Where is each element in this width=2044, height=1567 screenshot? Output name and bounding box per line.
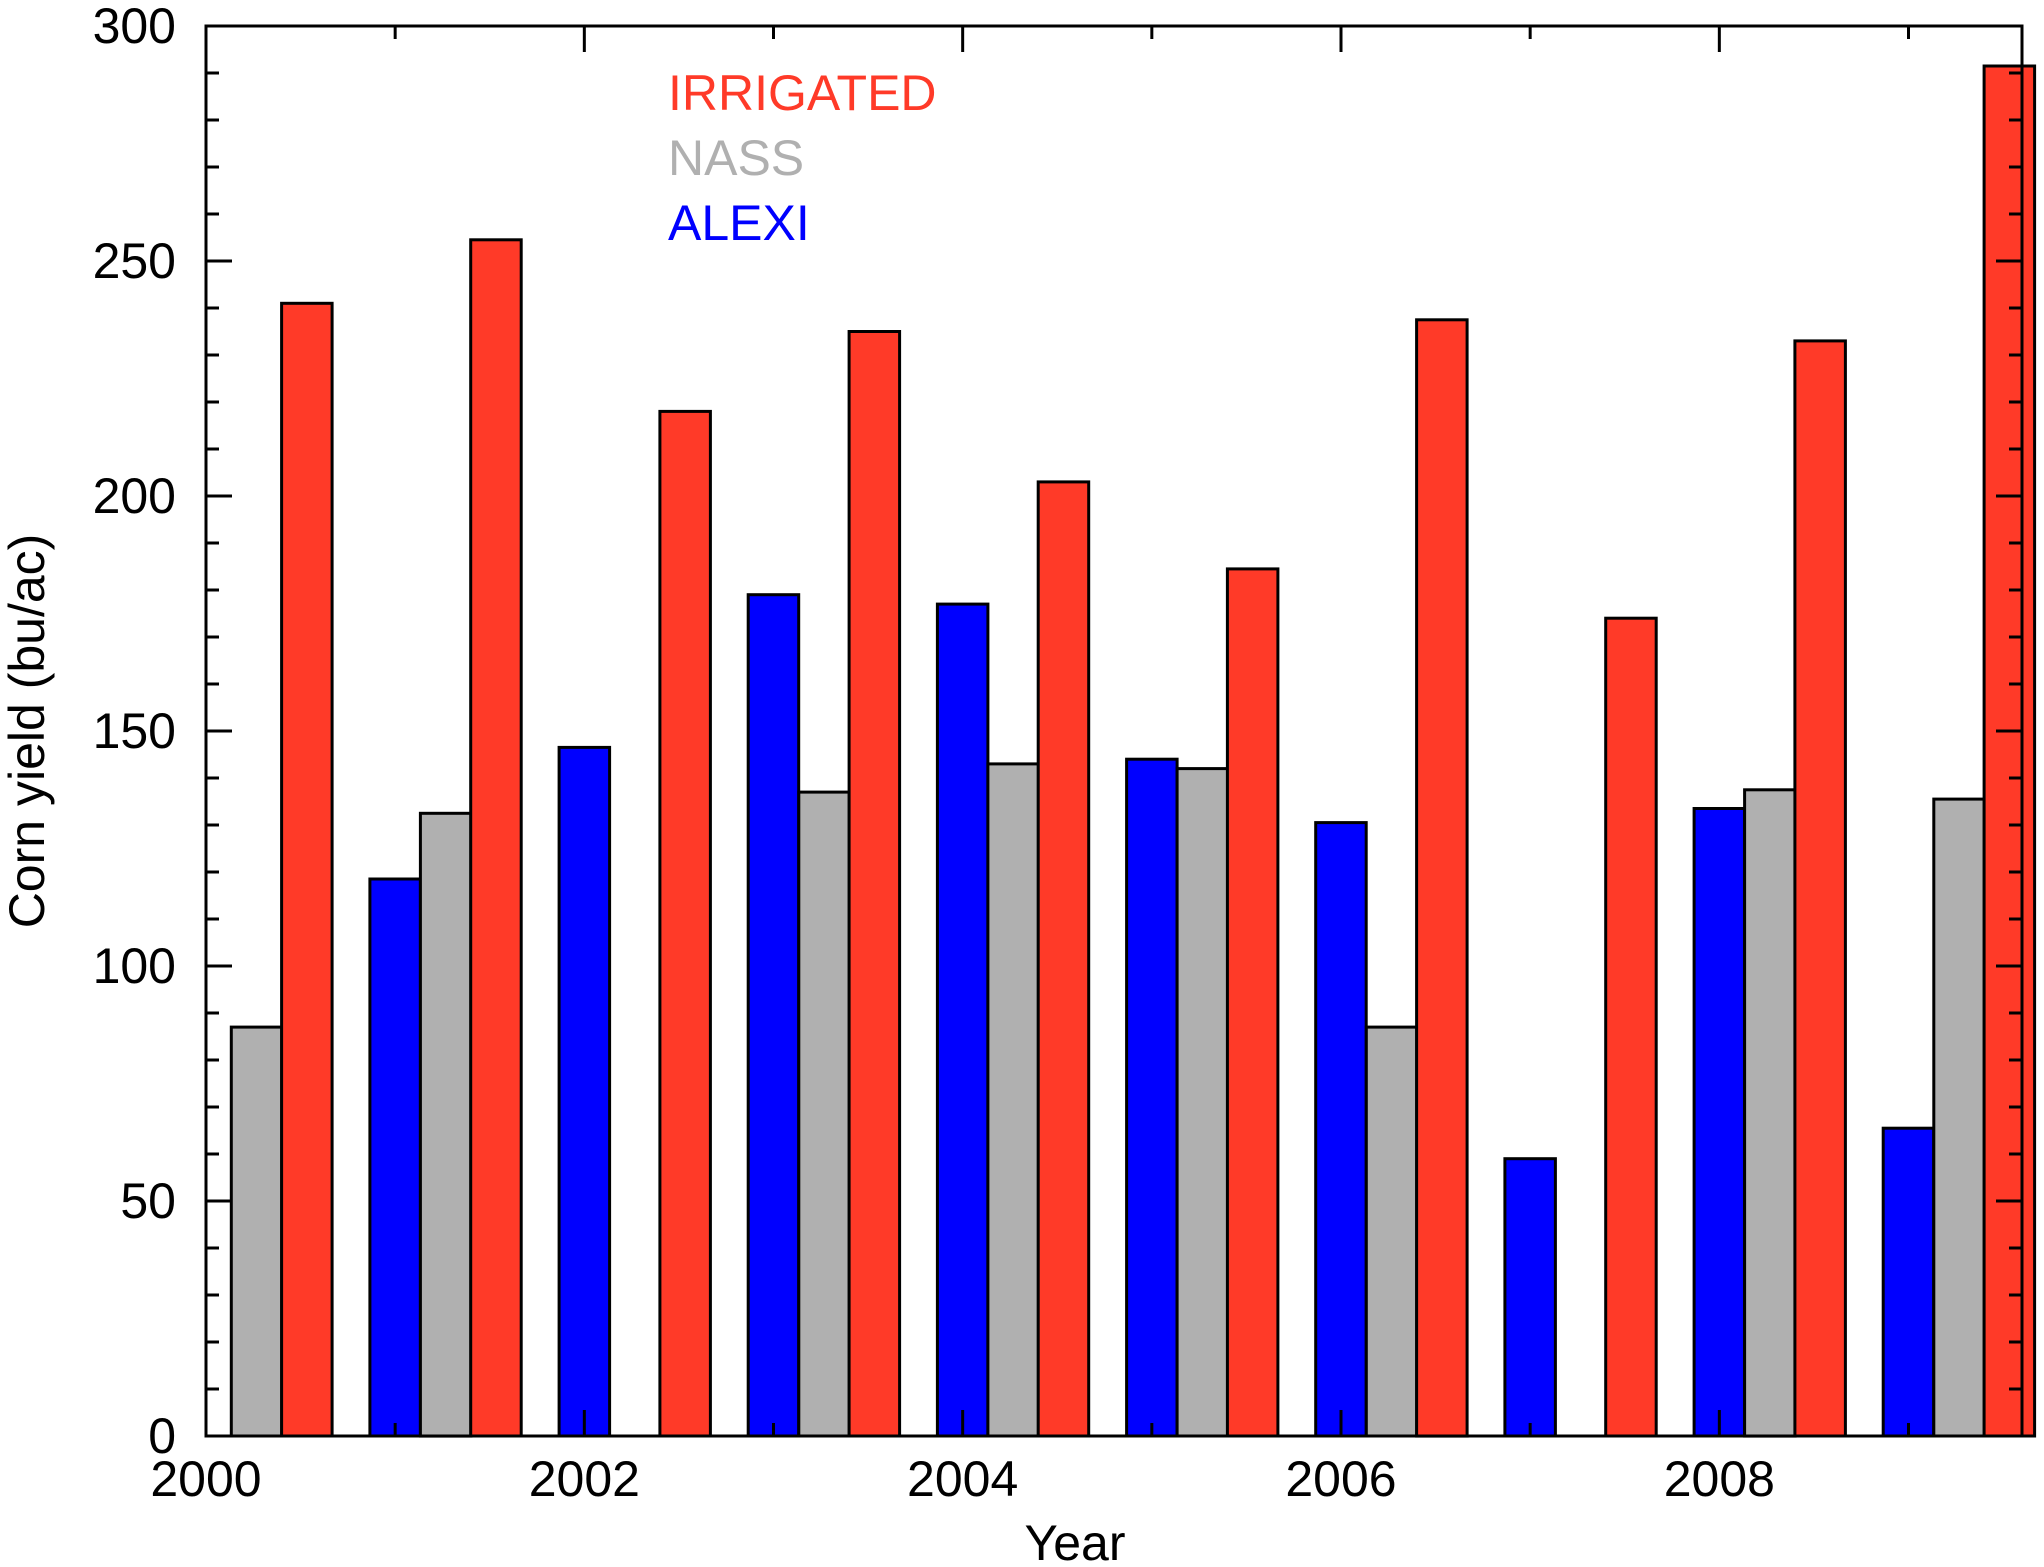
bar-irrigated-2000: [280, 301, 334, 1438]
bars-layer: [229, 64, 2037, 1438]
bar-alexi-2005: [1125, 757, 1179, 1438]
x-tick-label: 2002: [529, 1451, 640, 1507]
bar-irrigated-2005: [1225, 567, 1280, 1438]
bar-nass-2004: [986, 762, 1040, 1438]
y-tick-label: 50: [120, 1173, 176, 1229]
bar-irrigated-2008: [1793, 339, 1847, 1438]
bar-alexi-2001: [368, 877, 422, 1438]
bar-irrigated-2001: [469, 238, 523, 1438]
bar-alexi-2004: [935, 602, 990, 1438]
x-axis-label: Year: [1024, 1515, 1125, 1567]
bar-nass-2005: [1175, 767, 1230, 1438]
y-tick-label: 200: [93, 468, 176, 524]
x-tick-label: 2008: [1664, 1451, 1775, 1507]
bar-nass-2000: [229, 1025, 284, 1438]
bar-irrigated-2002: [658, 409, 712, 1438]
y-tick-label: 0: [148, 1408, 176, 1464]
plot-frame: [204, 24, 2024, 1438]
legend: IRRIGATED NASS ALEXI: [668, 65, 937, 251]
bar-alexi-2006: [1314, 821, 1368, 1438]
bar-irrigated-2006: [1415, 318, 1469, 1438]
bar-alexi-2009: [1881, 1126, 1936, 1438]
legend-nass: NASS: [668, 130, 804, 186]
legend-alexi: ALEXI: [668, 195, 810, 251]
bar-alexi-2003: [746, 593, 801, 1438]
y-tick-label: 300: [93, 0, 176, 54]
y-tick-label: 150: [93, 703, 176, 759]
y-axis-label: Corn yield (bu/ac): [0, 534, 55, 929]
bar-nass-2001: [418, 811, 473, 1438]
bar-irrigated-2004: [1036, 480, 1091, 1438]
x-tick-label: 2006: [1285, 1451, 1396, 1507]
x-tick-label: 2004: [907, 1451, 1018, 1507]
y-tick-label: 250: [93, 233, 176, 289]
bar-irrigated-2003: [847, 330, 902, 1438]
bar-alexi-2002: [557, 745, 612, 1438]
x-tick-label: 2000: [150, 1451, 261, 1507]
bar-nass-2006: [1364, 1025, 1419, 1438]
bar-irrigated-2007: [1604, 616, 1658, 1438]
labels-layer: 0 50 100 150 200 250 300 2000 2002 2004 2006 2008: [93, 0, 1775, 1507]
y-tick-label: 100: [93, 938, 176, 994]
bar-nass-2008: [1743, 788, 1797, 1438]
legend-irrigated: IRRIGATED: [668, 65, 937, 121]
bar-nass-2009: [1932, 797, 1986, 1438]
bar-irrigated-2009: [1982, 64, 2037, 1438]
bar-alexi-2007: [1503, 1157, 1557, 1438]
bar-nass-2003: [797, 790, 851, 1438]
bar-alexi-2008: [1692, 807, 1747, 1438]
